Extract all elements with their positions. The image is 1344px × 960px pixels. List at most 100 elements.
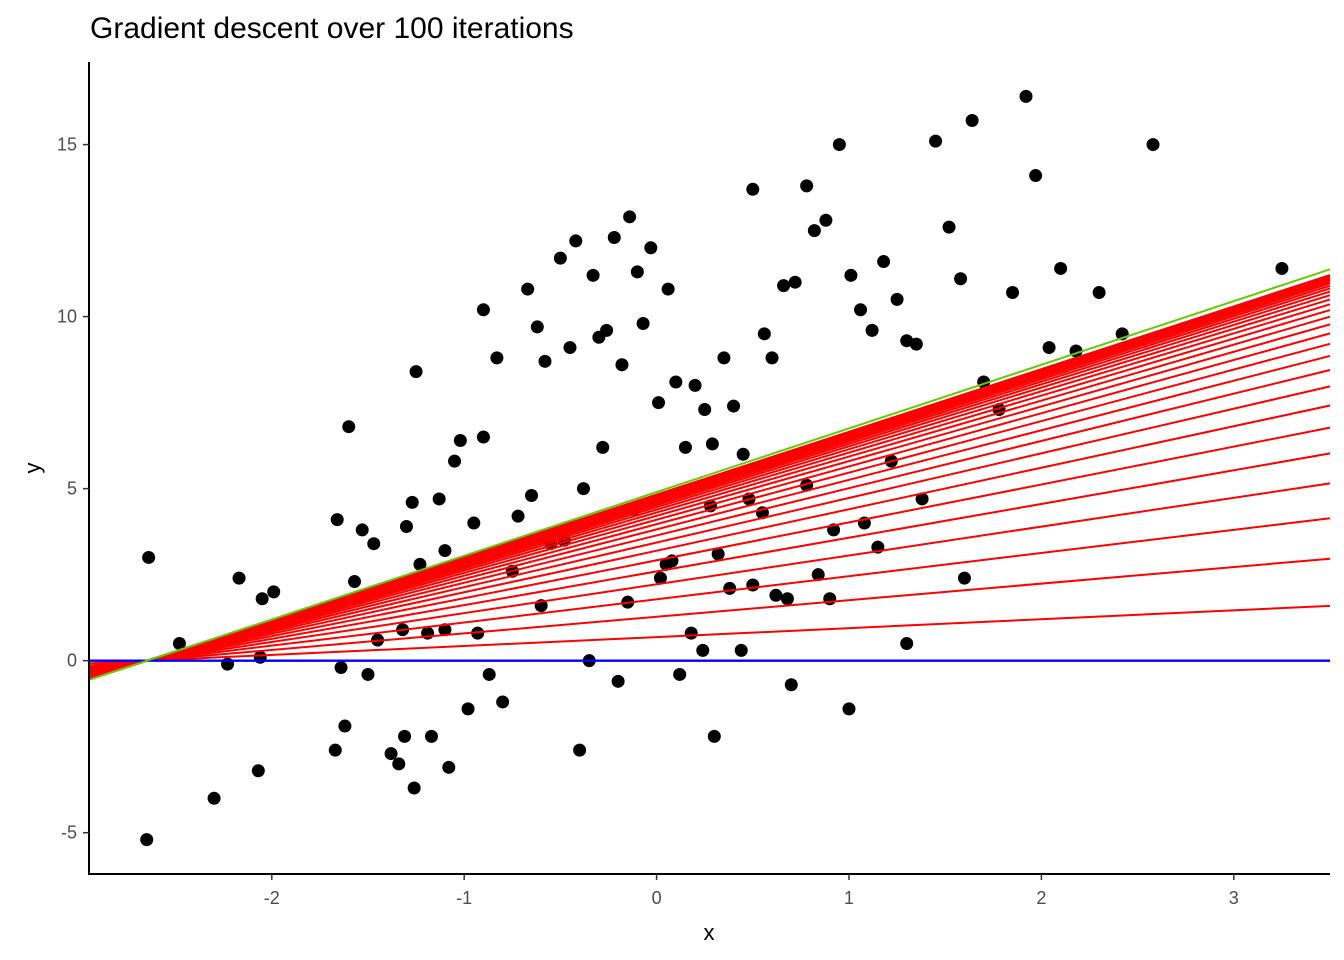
data-point <box>678 440 692 454</box>
iteration-line <box>88 482 1331 671</box>
data-point <box>788 275 802 289</box>
data-point <box>442 760 456 774</box>
data-point <box>530 320 544 334</box>
data-point <box>765 351 779 365</box>
data-point <box>1029 169 1043 183</box>
y-axis: -5 0 5 10 15 <box>57 135 89 843</box>
data-point <box>811 568 825 582</box>
data-point <box>328 743 342 757</box>
data-point <box>330 513 344 527</box>
data-point <box>653 571 667 585</box>
data-point <box>140 833 154 847</box>
data-point <box>623 210 637 224</box>
data-point <box>607 230 621 244</box>
x-axis: -2 -1 0 1 2 3 <box>264 874 1239 908</box>
y-tick-label: 10 <box>57 307 77 327</box>
data-point <box>723 581 737 595</box>
data-point <box>438 544 452 558</box>
data-point <box>915 492 929 506</box>
data-point <box>727 399 741 413</box>
data-point <box>405 495 419 509</box>
data-point <box>424 729 438 743</box>
data-point <box>842 702 856 716</box>
data-point <box>807 224 821 238</box>
data-point <box>367 537 381 551</box>
data-point <box>929 134 943 148</box>
data-point <box>746 578 760 592</box>
data-point <box>267 585 281 599</box>
data-point <box>705 437 719 451</box>
data-point <box>596 440 610 454</box>
data-point <box>1054 261 1068 275</box>
data-point <box>698 403 712 417</box>
data-point <box>232 571 246 585</box>
data-point <box>707 729 721 743</box>
data-point <box>490 351 504 365</box>
data-point <box>392 757 406 771</box>
x-tick-label: 3 <box>1229 888 1239 908</box>
iteration-line <box>88 342 1331 678</box>
iteration-line <box>88 426 1331 674</box>
data-point <box>448 454 462 468</box>
data-point <box>413 557 427 571</box>
data-point <box>696 643 710 657</box>
data-point <box>586 268 600 282</box>
data-point <box>525 489 539 503</box>
data-point <box>476 303 490 317</box>
data-point <box>342 420 356 434</box>
data-point <box>900 636 914 650</box>
data-point <box>409 365 423 379</box>
x-tick-label: 2 <box>1036 888 1046 908</box>
data-point <box>255 592 269 606</box>
data-point <box>453 433 467 447</box>
data-point <box>644 241 658 255</box>
iteration-line <box>88 354 1331 677</box>
iteration-line <box>88 332 1331 678</box>
data-point <box>384 747 398 761</box>
data-point <box>611 674 625 688</box>
data-point <box>630 265 644 279</box>
x-axis-title: x <box>704 920 715 945</box>
data-point <box>684 626 698 640</box>
data-point <box>673 667 687 681</box>
iteration-line <box>88 604 1331 665</box>
data-point <box>1092 286 1106 300</box>
iteration-line <box>88 404 1331 675</box>
final-fit-line <box>88 268 1331 681</box>
iteration-line <box>88 385 1331 676</box>
data-point <box>348 575 362 589</box>
data-point <box>361 667 375 681</box>
data-point <box>355 523 369 537</box>
data-point <box>1006 286 1020 300</box>
x-tick-label: 1 <box>844 888 854 908</box>
y-tick-label: 0 <box>67 651 77 671</box>
data-point <box>636 316 650 330</box>
y-tick-label: 5 <box>67 479 77 499</box>
data-point <box>172 636 186 650</box>
iteration-line <box>88 452 1331 672</box>
data-point <box>538 354 552 368</box>
data-point <box>823 592 837 606</box>
data-point <box>438 623 452 637</box>
data-point <box>461 702 475 716</box>
data-point <box>757 327 771 341</box>
data-point <box>954 272 968 286</box>
data-point <box>476 430 490 444</box>
data-point <box>661 282 675 296</box>
data-point <box>877 255 891 269</box>
data-point <box>832 138 846 152</box>
data-point <box>553 251 567 265</box>
data-point <box>819 213 833 227</box>
data-point <box>334 661 348 675</box>
data-point <box>207 791 221 805</box>
data-point <box>659 557 673 571</box>
data-point <box>569 234 583 248</box>
data-point <box>573 743 587 757</box>
data-point <box>890 292 904 306</box>
data-point <box>800 478 814 492</box>
data-point <box>717 351 731 365</box>
iteration-line <box>88 557 1331 667</box>
x-tick-label: -2 <box>264 888 280 908</box>
data-point <box>615 358 629 372</box>
